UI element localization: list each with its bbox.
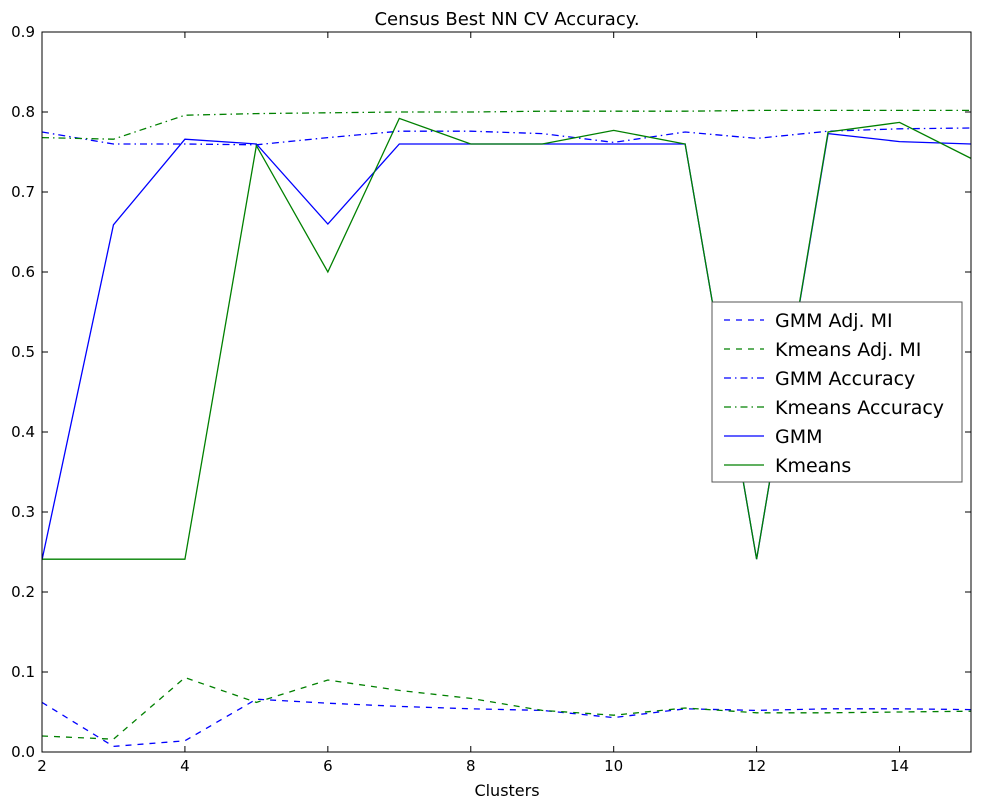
y-tick-label: 0.0: [11, 743, 35, 761]
series-line-2: [42, 127, 971, 146]
x-tick-label: 12: [747, 757, 766, 775]
series-line-5: [42, 117, 971, 560]
x-tick-label: 2: [37, 757, 47, 775]
x-tick-label: 10: [604, 757, 623, 775]
legend-label: GMM Accuracy: [775, 368, 915, 390]
y-tick-label: 0.1: [11, 663, 35, 681]
y-tick-label: 0.3: [11, 503, 35, 521]
series-line-3: [42, 109, 971, 140]
series-line-0: [42, 698, 971, 748]
legend-label: Kmeans: [775, 455, 851, 477]
legend-label: Kmeans Accuracy: [775, 397, 944, 419]
plot-frame: [41, 31, 972, 753]
y-tick-label: 0.9: [11, 23, 35, 41]
y-tick-label: 0.5: [11, 343, 35, 361]
y-tick-label: 0.6: [11, 263, 35, 281]
x-axis-label: Clusters: [474, 781, 539, 800]
legend-label: GMM: [775, 426, 823, 448]
y-tick-label: 0.4: [11, 423, 35, 441]
x-tick-label: 14: [890, 757, 909, 775]
legend-box: [711, 301, 963, 483]
x-tick-label: 8: [466, 757, 476, 775]
legend-label: GMM Adj. MI: [775, 310, 893, 332]
y-tick-label: 0.7: [11, 183, 35, 201]
y-tick-label: 0.8: [11, 103, 35, 121]
x-tick-label: 4: [180, 757, 190, 775]
legend-label: Kmeans Adj. MI: [775, 339, 921, 361]
series-line-1: [42, 676, 971, 740]
chart-title: Census Best NN CV Accuracy.: [374, 9, 639, 30]
legend: GMM Adj. MI Kmeans Adj. MI GMM Accuracy Kme…: [711, 301, 963, 483]
y-tick-label: 0.2: [11, 583, 35, 601]
x-tick-label: 6: [323, 757, 333, 775]
